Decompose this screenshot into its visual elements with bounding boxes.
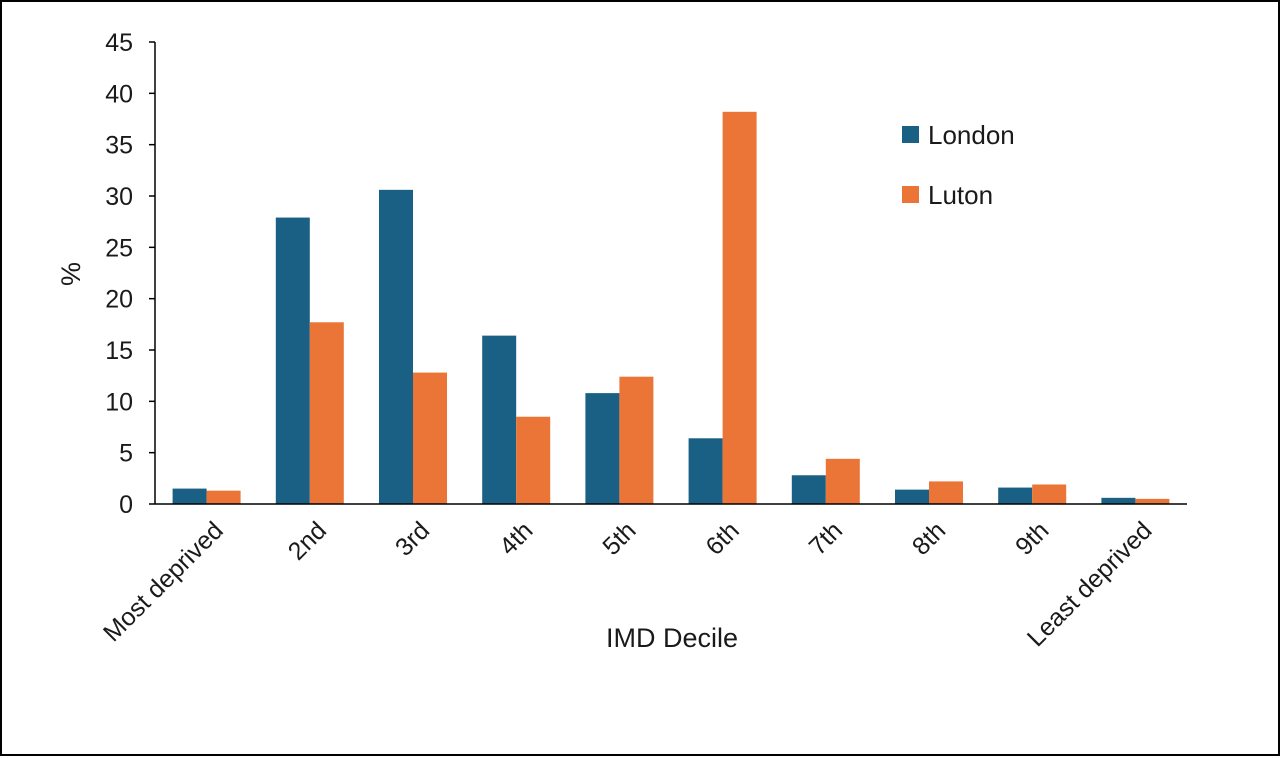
- y-tick-label: 10: [105, 388, 133, 416]
- bar-london-8th: [895, 489, 929, 504]
- legend-swatch-london: [902, 126, 919, 143]
- bar-london-5th: [585, 393, 620, 504]
- y-axis-title: %: [56, 262, 86, 286]
- bar-london-2nd: [275, 217, 310, 504]
- bar-london-6th: [688, 438, 723, 504]
- bar-luton-7th: [825, 458, 860, 504]
- bar-luton-4th: [516, 416, 551, 504]
- x-tick-label: 2nd: [283, 516, 332, 565]
- legend-label-london: London: [928, 120, 1015, 150]
- x-tick-label: Most deprived: [98, 516, 229, 647]
- y-tick-label: 5: [119, 440, 133, 468]
- bar-luton-8th: [929, 481, 963, 504]
- x-tick-label: 8th: [907, 516, 951, 560]
- x-tick-label: 4th: [494, 516, 538, 560]
- y-tick-label: 20: [105, 286, 133, 314]
- bars: [172, 111, 1170, 505]
- legend-swatch-luton: [902, 186, 919, 203]
- bar-luton-least-deprived: [1135, 498, 1170, 504]
- bar-luton-5th: [619, 376, 654, 504]
- bar-london-9th: [998, 487, 1033, 504]
- legend: London Luton: [902, 120, 1015, 210]
- x-tick-label: 3rd: [390, 516, 435, 561]
- bar-luton-most-deprived: [206, 490, 241, 504]
- bar-luton-3rd: [413, 372, 447, 504]
- bar-london-3rd: [379, 189, 413, 504]
- y-tick-label: 35: [105, 132, 133, 160]
- bar-london-most-deprived: [172, 488, 207, 504]
- y-tick-label: 25: [105, 234, 133, 262]
- x-tick-label: 5th: [597, 516, 641, 560]
- y-axis: 0 5 10 15 20 25 30 35 40 45: [105, 29, 156, 519]
- y-tick-label: 15: [105, 337, 133, 365]
- x-axis-title: IMD Decile: [606, 623, 738, 653]
- y-tick-label: 0: [119, 491, 133, 519]
- y-tick-label: 40: [105, 80, 133, 108]
- bar-luton-9th: [1032, 484, 1067, 504]
- legend-label-luton: Luton: [928, 180, 993, 210]
- x-tick-label: 9th: [1010, 516, 1054, 560]
- y-tick-label: 45: [105, 29, 133, 57]
- x-tick-label: 7th: [804, 516, 848, 560]
- bar-london-7th: [791, 475, 826, 504]
- x-tick-label: 6th: [700, 516, 744, 560]
- bar-luton-6th: [722, 111, 757, 505]
- bar-london-4th: [482, 335, 517, 504]
- bar-london-least-deprived: [1101, 497, 1136, 504]
- bar-luton-2nd: [309, 322, 344, 504]
- y-tick-label: 30: [105, 183, 133, 211]
